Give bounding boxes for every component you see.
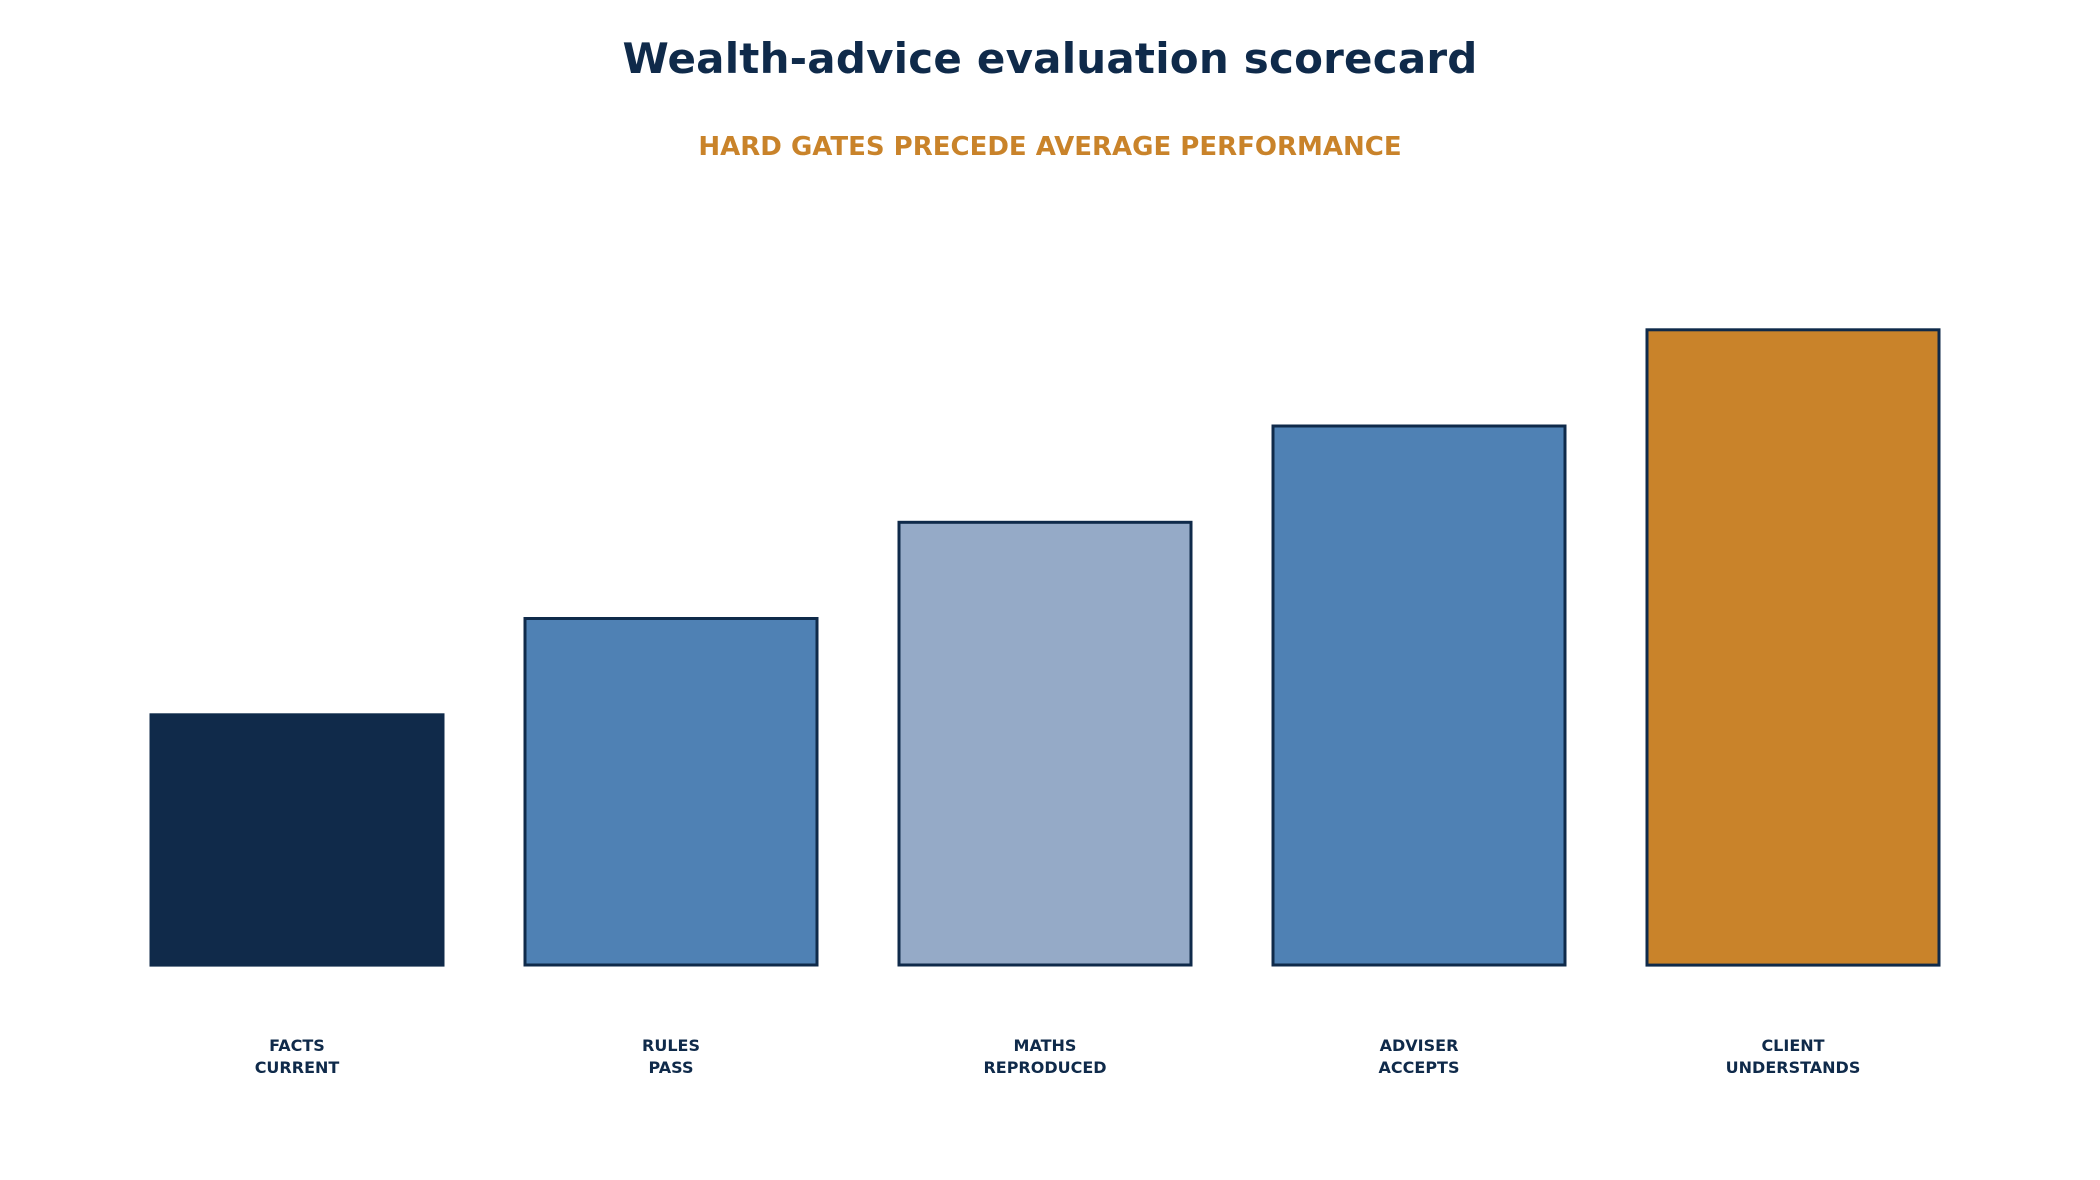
bar-rules-pass xyxy=(523,617,819,967)
category-label-facts-current: FACTS CURRENT xyxy=(255,1036,340,1077)
bar-maths-reproduced xyxy=(897,520,1193,967)
category-label-maths-reproduced: MATHS REPRODUCED xyxy=(983,1036,1106,1077)
category-label-client-understands: CLIENT UNDERSTANDS xyxy=(1726,1036,1861,1077)
bar-facts-current xyxy=(149,713,445,967)
category-label-adviser-accepts: ADVISER ACCEPTS xyxy=(1379,1036,1460,1077)
bar-adviser-accepts xyxy=(1271,424,1567,967)
chart-subtitle: HARD GATES PRECEDE AVERAGE PERFORMANCE xyxy=(698,132,1402,162)
chart-title: Wealth-advice evaluation scorecard xyxy=(622,34,1478,83)
bar-client-understands xyxy=(1645,328,1941,967)
category-label-rules-pass: RULES PASS xyxy=(642,1036,700,1077)
